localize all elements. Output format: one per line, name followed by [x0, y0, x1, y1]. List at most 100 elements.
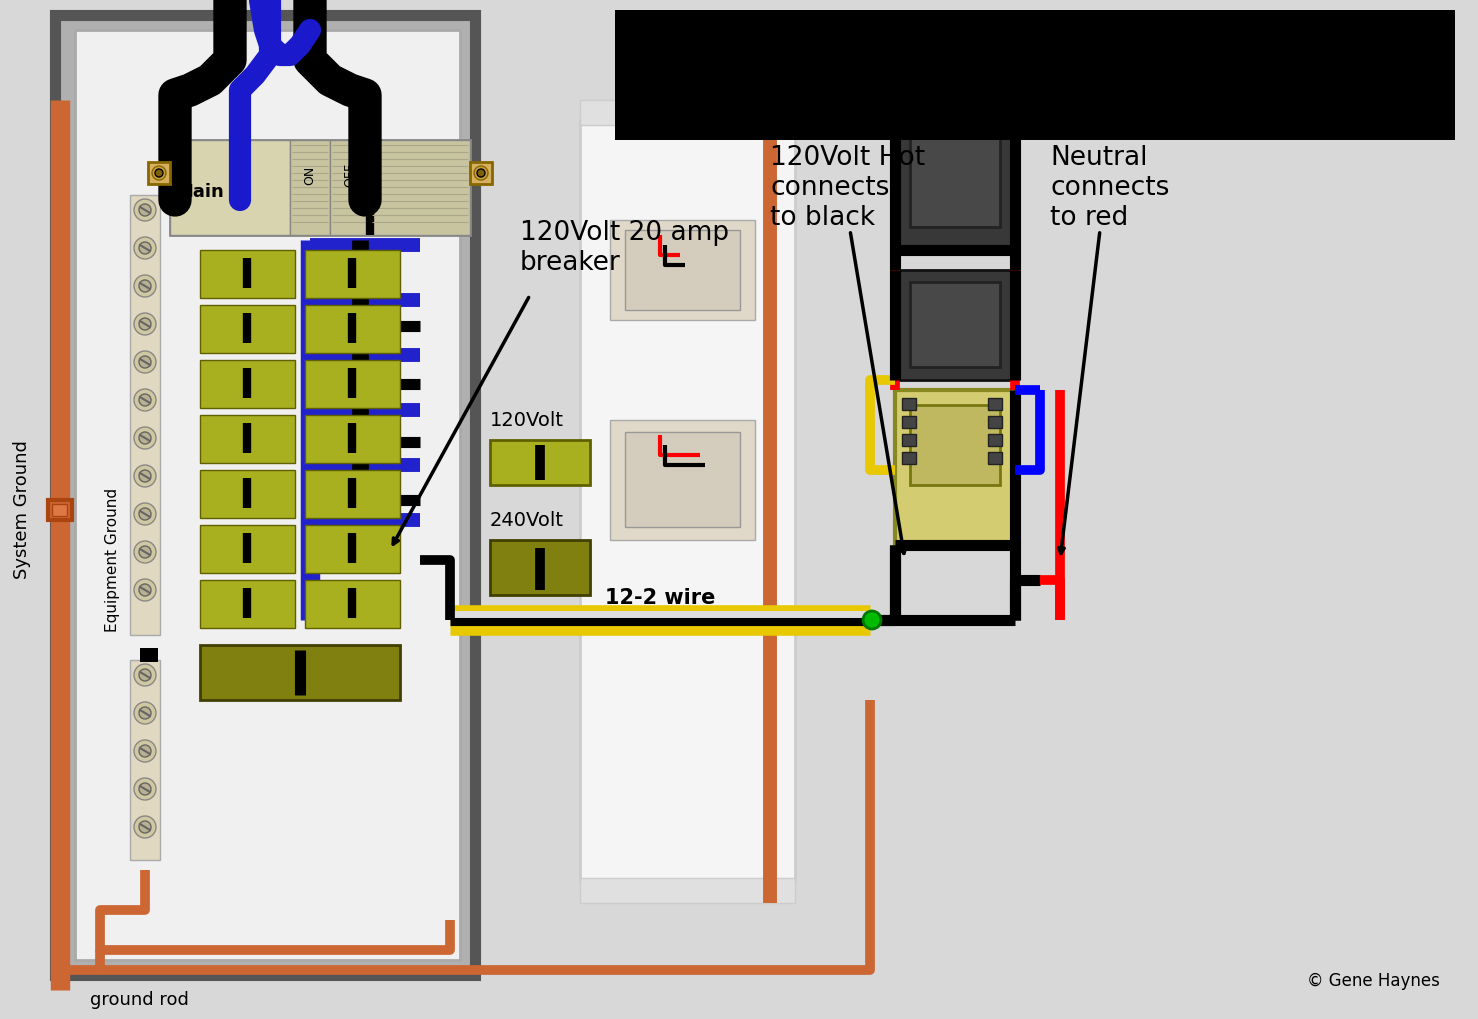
Bar — [902, 452, 916, 464]
Bar — [130, 195, 160, 635]
Bar — [304, 415, 401, 463]
Bar — [200, 645, 401, 700]
Text: System Ground: System Ground — [13, 440, 31, 580]
Circle shape — [139, 318, 151, 330]
Bar — [52, 504, 67, 516]
Bar — [491, 540, 590, 595]
Bar — [896, 120, 1015, 250]
Bar — [987, 452, 1002, 464]
Bar — [304, 305, 401, 353]
Bar — [987, 416, 1002, 428]
Bar — [579, 120, 795, 880]
Circle shape — [134, 702, 157, 725]
Bar — [896, 270, 1015, 380]
Bar — [304, 525, 401, 573]
Bar — [987, 434, 1002, 446]
Text: 12-2 wire: 12-2 wire — [605, 588, 715, 608]
Bar — [330, 140, 370, 235]
Text: © Gene Haynes: © Gene Haynes — [1307, 972, 1440, 990]
Bar — [625, 432, 740, 527]
Bar — [55, 15, 474, 975]
Circle shape — [134, 503, 157, 525]
Bar — [491, 440, 590, 485]
Bar — [200, 470, 296, 518]
Bar — [170, 140, 470, 235]
Bar — [200, 305, 296, 353]
Circle shape — [134, 740, 157, 762]
Bar — [625, 230, 740, 310]
Bar — [304, 360, 401, 408]
Bar — [910, 405, 1001, 485]
Circle shape — [139, 432, 151, 444]
Bar — [896, 88, 1015, 126]
Circle shape — [134, 579, 157, 601]
Text: ground rod: ground rod — [90, 991, 189, 1009]
Circle shape — [139, 707, 151, 719]
Circle shape — [863, 611, 881, 629]
Bar — [304, 250, 401, 298]
Bar — [579, 100, 795, 125]
Circle shape — [134, 465, 157, 487]
Bar — [987, 398, 1002, 410]
Bar — [902, 416, 916, 428]
Circle shape — [474, 166, 488, 180]
Circle shape — [134, 351, 157, 373]
Bar — [579, 878, 795, 903]
Bar — [290, 140, 330, 235]
Bar — [370, 140, 470, 235]
Circle shape — [139, 783, 151, 795]
Circle shape — [134, 427, 157, 449]
Text: 240Volt: 240Volt — [491, 511, 565, 530]
Circle shape — [134, 816, 157, 838]
Bar — [200, 250, 296, 298]
Bar — [130, 660, 160, 860]
Bar — [200, 525, 296, 573]
Circle shape — [152, 166, 166, 180]
Bar — [304, 580, 401, 628]
Circle shape — [139, 584, 151, 596]
Text: ON: ON — [303, 165, 316, 184]
Circle shape — [134, 199, 157, 221]
Circle shape — [139, 242, 151, 254]
Circle shape — [139, 470, 151, 482]
Bar — [75, 30, 460, 960]
Circle shape — [134, 541, 157, 564]
Text: Equipment Ground: Equipment Ground — [105, 488, 120, 632]
Bar — [200, 360, 296, 408]
Text: 120Volt: 120Volt — [491, 411, 565, 430]
Bar — [140, 648, 158, 662]
Circle shape — [134, 389, 157, 411]
Bar — [910, 132, 1001, 227]
Text: Neutral
connects
to red: Neutral connects to red — [1049, 145, 1169, 231]
Circle shape — [139, 204, 151, 216]
Bar — [610, 220, 755, 320]
Circle shape — [139, 669, 151, 681]
Circle shape — [139, 546, 151, 558]
Circle shape — [139, 745, 151, 757]
Bar — [902, 398, 916, 410]
Circle shape — [139, 508, 151, 520]
Circle shape — [134, 664, 157, 686]
Circle shape — [139, 356, 151, 368]
Text: 120Volt Hot
connects
to black: 120Volt Hot connects to black — [770, 145, 925, 231]
Circle shape — [139, 394, 151, 406]
Bar — [47, 500, 72, 520]
Circle shape — [134, 777, 157, 800]
Bar — [200, 415, 296, 463]
Circle shape — [139, 280, 151, 292]
Circle shape — [134, 237, 157, 259]
Bar — [148, 162, 170, 184]
Bar — [170, 140, 290, 235]
Circle shape — [155, 169, 163, 177]
Bar — [615, 10, 1454, 140]
Bar — [470, 162, 492, 184]
Circle shape — [641, 110, 658, 126]
Text: OFF: OFF — [343, 163, 356, 187]
Bar — [910, 282, 1001, 367]
Bar — [304, 470, 401, 518]
Bar — [896, 390, 1015, 545]
Bar — [610, 420, 755, 540]
Bar — [902, 434, 916, 446]
Circle shape — [134, 275, 157, 297]
Circle shape — [134, 313, 157, 335]
